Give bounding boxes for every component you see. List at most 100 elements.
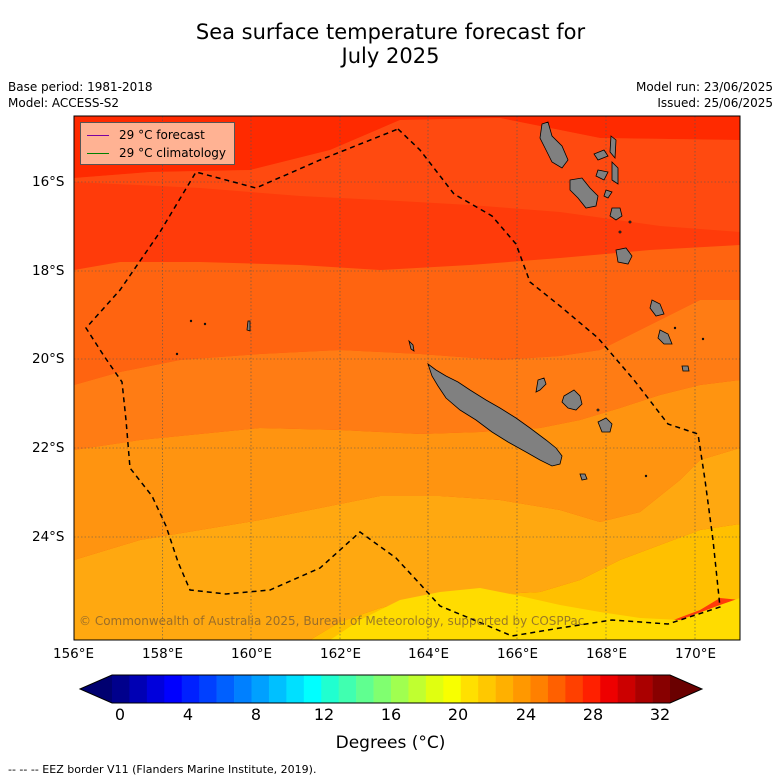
colorbar-cell bbox=[164, 675, 183, 703]
epi bbox=[603, 189, 613, 199]
colorbar-cell bbox=[425, 675, 444, 703]
erromango bbox=[615, 247, 633, 265]
sst-band-27 bbox=[74, 245, 740, 385]
lat-tick-20s: 20°S bbox=[32, 351, 65, 367]
colorbar-cell bbox=[199, 675, 217, 703]
belep-islet bbox=[408, 339, 415, 352]
map-frame bbox=[73, 115, 741, 641]
colorbar-cell bbox=[565, 675, 584, 703]
eez-footnote: -- -- -- EEZ border V11 (Flanders Marine… bbox=[8, 763, 317, 776]
ambrym bbox=[595, 169, 609, 181]
espiritu-santo bbox=[539, 121, 569, 169]
chart-title-line2: July 2025 bbox=[341, 44, 440, 68]
colorbar-cell bbox=[251, 675, 270, 703]
temperature-field bbox=[74, 116, 740, 640]
small-islet-7 bbox=[618, 230, 622, 234]
lon-tick-168e: 168°E bbox=[586, 646, 628, 662]
sst-band-28 bbox=[74, 118, 740, 232]
colorbar-cell bbox=[652, 675, 671, 703]
ambae bbox=[593, 149, 609, 161]
small-islet-6 bbox=[644, 474, 648, 478]
base-period: Base period: 1981-2018 bbox=[8, 80, 153, 94]
colorbar-tick-4: 4 bbox=[182, 705, 194, 724]
colorbar-cell bbox=[600, 675, 618, 703]
colorbar-cell bbox=[547, 675, 566, 703]
colorbar-cell bbox=[495, 675, 514, 703]
small-islet-3 bbox=[175, 352, 179, 356]
sst-band-28-top bbox=[74, 116, 740, 178]
colorbar-cell bbox=[443, 675, 462, 703]
small-islet-1 bbox=[189, 319, 193, 323]
colorbar-tick-16: 16 bbox=[380, 705, 402, 724]
legend-forecast-label: 29 °C forecast bbox=[119, 128, 205, 142]
colorbar-tick-0: 0 bbox=[114, 705, 126, 724]
colorbar-cell bbox=[391, 675, 409, 703]
colorbar-cell bbox=[303, 675, 322, 703]
mare bbox=[597, 417, 613, 433]
colorbar-cell bbox=[216, 675, 235, 703]
colorbar-under-arrow bbox=[80, 675, 112, 703]
lon-tick-162e: 162°E bbox=[320, 646, 362, 662]
efate bbox=[609, 207, 623, 221]
sst-band-24 bbox=[74, 448, 740, 640]
chesterfield-islet bbox=[246, 320, 251, 332]
eez-border bbox=[85, 128, 721, 637]
colorbar-tick-28: 28 bbox=[582, 705, 604, 724]
colorbar-label: Degrees (°C) bbox=[335, 733, 446, 753]
colorbar-cell bbox=[321, 675, 339, 703]
colorbar bbox=[78, 674, 704, 704]
maewo bbox=[609, 135, 617, 160]
copyright-notice: © Commonwealth of Australia 2025, Bureau… bbox=[79, 614, 585, 628]
legend-forecast-swatch bbox=[87, 134, 109, 136]
colorbar-tick-8: 8 bbox=[250, 705, 262, 724]
colorbar-cells bbox=[112, 675, 671, 703]
colorbar-cell bbox=[408, 675, 427, 703]
lat-tick-18s: 18°S bbox=[32, 263, 65, 279]
small-islet-8 bbox=[628, 220, 632, 224]
colorbar-cell bbox=[635, 675, 653, 703]
malekula bbox=[569, 177, 599, 209]
lon-tick-170e: 170°E bbox=[675, 646, 717, 662]
colorbar-cell bbox=[513, 675, 531, 703]
matthew-island bbox=[681, 365, 690, 372]
sst-band-26 bbox=[74, 300, 740, 450]
small-islet-2 bbox=[203, 322, 207, 326]
land bbox=[175, 121, 705, 481]
sst-band-25 bbox=[74, 380, 740, 560]
aneityum bbox=[657, 329, 673, 345]
model-run: Model run: 23/06/2025 bbox=[635, 80, 773, 94]
lifou bbox=[561, 389, 583, 411]
colorbar-cell bbox=[373, 675, 392, 703]
chart-title-line1: Sea surface temperature forecast for bbox=[195, 20, 586, 44]
ouvea bbox=[535, 377, 547, 393]
grande-terre-island bbox=[427, 362, 563, 467]
colorbar-cell bbox=[617, 675, 636, 703]
colorbar-cell bbox=[286, 675, 305, 703]
sst-band-22 bbox=[330, 588, 740, 640]
lon-tick-164e: 164°E bbox=[408, 646, 450, 662]
legend-climatology-label: 29 °C climatology bbox=[119, 146, 227, 160]
colorbar-tick-24: 24 bbox=[515, 705, 537, 724]
colorbar-cell bbox=[268, 675, 287, 703]
model-name: Model: ACCESS-S2 bbox=[8, 96, 120, 110]
colorbar-tick-32: 32 bbox=[649, 705, 671, 724]
small-islet-9 bbox=[596, 408, 600, 412]
colorbar-cell bbox=[112, 675, 130, 703]
colorbar-cell bbox=[356, 675, 374, 703]
lon-tick-166e: 166°E bbox=[497, 646, 539, 662]
issued-date: Issued: 25/06/2025 bbox=[657, 96, 773, 110]
colorbar-cell bbox=[234, 675, 252, 703]
colorbar-cell bbox=[129, 675, 148, 703]
small-islet-4 bbox=[673, 326, 677, 330]
lat-tick-16s: 16°S bbox=[32, 174, 65, 190]
colorbar-tick-12: 12 bbox=[313, 705, 335, 724]
colorbar-cell bbox=[530, 675, 549, 703]
tanna bbox=[649, 299, 665, 317]
legend: 29 °C forecast 29 °C climatology bbox=[80, 122, 235, 165]
colorbar-cell bbox=[582, 675, 601, 703]
lon-tick-158e: 158°E bbox=[142, 646, 184, 662]
colorbar-cell bbox=[338, 675, 357, 703]
graticule bbox=[74, 116, 740, 640]
pentecost bbox=[611, 161, 619, 185]
